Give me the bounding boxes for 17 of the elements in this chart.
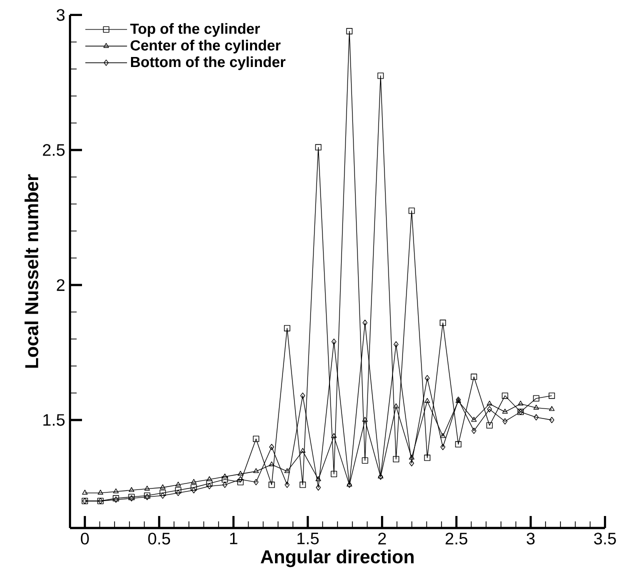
y-tick-label: 1.5 xyxy=(43,414,65,426)
x-tick-label: 2.5 xyxy=(446,532,468,545)
x-tick-label: 1.5 xyxy=(297,532,319,544)
y-axis-title: Local Nusselt number xyxy=(24,174,38,368)
x-tick-label: 3 xyxy=(526,532,535,545)
legend-label: Bottom of the cylinder xyxy=(131,56,286,70)
legend-label: Top of the cylinder xyxy=(130,23,260,37)
x-tick-label: 0 xyxy=(80,532,89,545)
x-tick-label: 0.5 xyxy=(148,532,170,545)
y-tick-label: 2.5 xyxy=(42,144,65,156)
y-tick-label: 2 xyxy=(56,279,64,291)
x-tick-label: 3.5 xyxy=(594,532,616,545)
x-axis-title: Angular direction xyxy=(260,550,414,568)
x-tick-label: 2 xyxy=(378,532,386,544)
x-tick-label: 1 xyxy=(230,532,238,544)
legend-label: Center of the cylinder xyxy=(130,40,281,54)
y-tick-label: 3 xyxy=(56,9,65,21)
